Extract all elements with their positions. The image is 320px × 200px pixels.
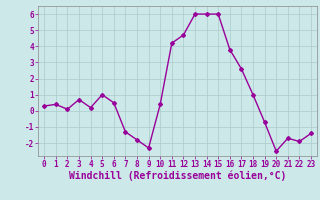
X-axis label: Windchill (Refroidissement éolien,°C): Windchill (Refroidissement éolien,°C) [69, 171, 286, 181]
